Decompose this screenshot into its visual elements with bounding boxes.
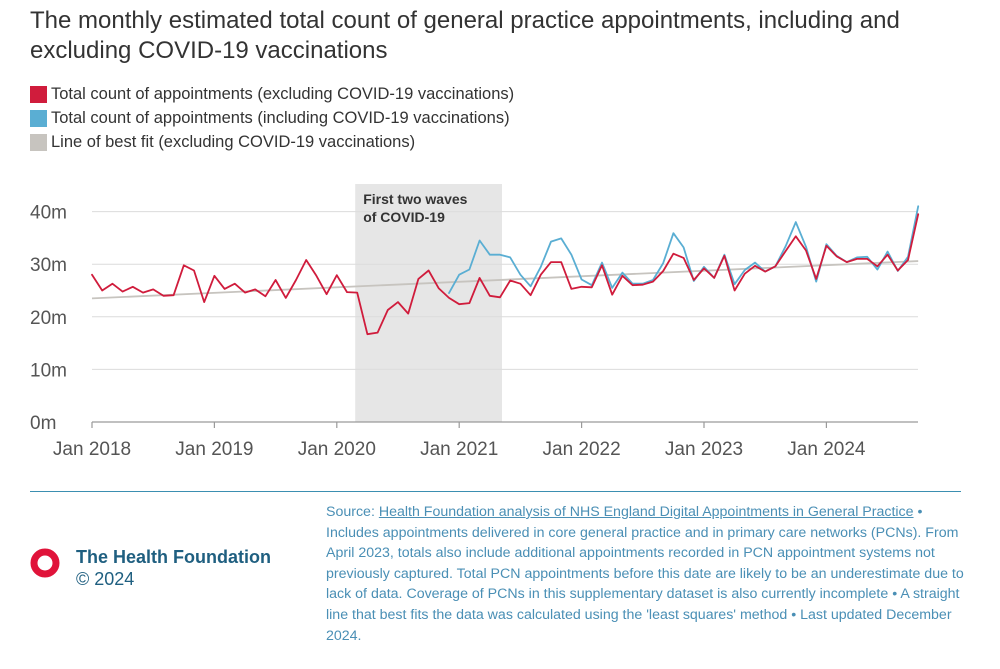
legend-item-excluding: Total count of appointments (excluding C… <box>30 82 514 106</box>
x-tick-label: Jan 2022 <box>543 439 621 460</box>
y-tick-label: 40m <box>30 203 67 224</box>
x-tick-label: Jan 2024 <box>787 439 866 460</box>
legend: Total count of appointments (excluding C… <box>30 82 514 154</box>
y-tick-label: 20m <box>30 308 67 329</box>
series-line-including-vaccinations <box>448 205 920 294</box>
x-tick-label: Jan 2021 <box>420 439 498 460</box>
x-tick-label: Jan 2020 <box>298 439 376 460</box>
legend-label-including: Total count of appointments (including C… <box>51 108 510 127</box>
footer-divider <box>30 491 961 492</box>
covid-waves-label-line2: of COVID-19 <box>363 209 445 225</box>
y-tick-label: 30m <box>30 255 67 276</box>
brand-copyright: © 2024 <box>76 569 135 589</box>
series-line-excluding-vaccinations <box>91 213 920 336</box>
x-tick-label: Jan 2023 <box>665 439 743 460</box>
x-tick-label: Jan 2019 <box>175 439 253 460</box>
covid-waves-label-line1: First two waves <box>363 191 467 207</box>
brand: The Health Foundation © 2024 <box>30 546 271 590</box>
legend-label-excluding: Total count of appointments (excluding C… <box>51 84 515 103</box>
source-link[interactable]: Health Foundation analysis of NHS Englan… <box>378 504 914 520</box>
line-chart: First two waves of COVID-19 0m 10m 20m 30m 40m… <box>30 184 920 460</box>
chart-title: The monthly estimated total count of gen… <box>30 7 900 64</box>
legend-swatch-including <box>30 109 47 127</box>
brand-text: The Health Foundation © 2024 <box>76 546 271 590</box>
source-notes: Source: Health Foundation analysis of NH… <box>326 502 966 646</box>
health-foundation-logo-icon <box>30 548 60 578</box>
source-prefix: Source: <box>326 504 379 520</box>
x-tick-label: Jan 2018 <box>53 439 131 460</box>
legend-swatch-excluding <box>30 85 47 103</box>
y-tick-label: 10m <box>30 360 67 381</box>
y-tick-label: 0m <box>30 413 56 434</box>
legend-label-best-fit: Line of best fit (excluding COVID-19 vac… <box>51 132 416 151</box>
legend-item-including: Total count of appointments (including C… <box>30 106 514 130</box>
source-details: • Includes appointments delivered in cor… <box>326 504 964 644</box>
legend-item-best-fit: Line of best fit (excluding COVID-19 vac… <box>30 130 514 154</box>
legend-swatch-best-fit <box>30 133 47 151</box>
covid-waves-band <box>355 184 502 422</box>
series-line-best-fit <box>91 260 919 300</box>
brand-name: The Health Foundation <box>76 547 271 567</box>
